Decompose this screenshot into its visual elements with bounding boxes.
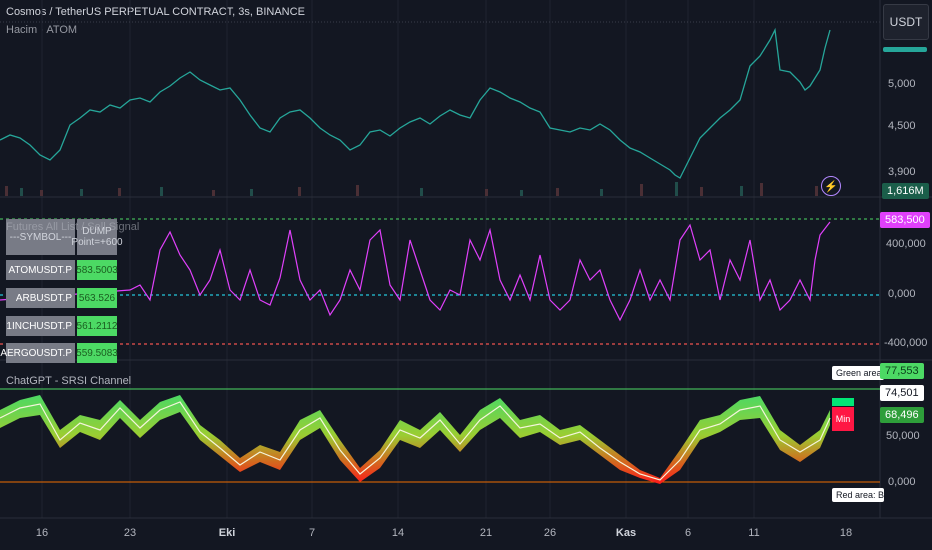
red-area-note: Red area: Buy xyxy=(832,488,884,502)
srsi-badge-value: 74,501 xyxy=(880,385,924,401)
oscillator-scale-label: -400,000 xyxy=(884,337,928,349)
x-axis-label: 6 xyxy=(684,527,692,539)
futures-panel-title[interactable]: Futures All List / Sell Signal xyxy=(6,221,140,233)
currency-button[interactable]: USDT xyxy=(883,4,929,40)
table-row[interactable]: ARBUSDT.P 563.526 xyxy=(6,288,117,308)
table-header-value: DUMP Point=+600 xyxy=(71,219,123,255)
currency-indicator xyxy=(883,47,927,52)
srsi-scale-label: 50,000 xyxy=(886,430,920,442)
row-value: 559.5083 xyxy=(76,343,118,363)
row-symbol: 1INCHUSDT.P xyxy=(6,316,75,336)
x-axis-label: 21 xyxy=(479,527,493,539)
table-row[interactable]: 1INCHUSDT.P 561.2112 xyxy=(6,316,117,336)
x-axis-label: 16 xyxy=(35,527,49,539)
table-header-symbol: ---SYMBOL--- xyxy=(6,219,75,255)
srsi-panel-title[interactable]: ChatGPT - SRSI Channel xyxy=(6,375,132,387)
row-symbol: ARBUSDT.P xyxy=(6,288,75,308)
row-symbol: ATOMUSDT.P xyxy=(6,260,75,280)
x-axis-label: Kas xyxy=(615,527,637,539)
oscillator-scale-label: 400,000 xyxy=(886,238,926,250)
table-row[interactable]: AERGOUSDT.P 559.5083 xyxy=(0,343,118,363)
row-symbol: AERGOUSDT.P xyxy=(0,343,75,363)
x-axis-label: Eki xyxy=(218,527,236,539)
min-marker: Min xyxy=(832,407,854,431)
green-area-note: Green area: Sell xyxy=(832,366,884,380)
srsi-scale-label: 0,000 xyxy=(888,476,916,488)
srsi-badge-upper: 77,553 xyxy=(880,363,924,379)
price-label: 4,500 xyxy=(888,120,916,132)
srsi-badge-basis: 68,496 xyxy=(880,407,924,423)
oscillator-scale-label: 0,000 xyxy=(888,288,916,300)
volume-badge: 1,616M xyxy=(882,183,929,199)
price-label: 5,000 xyxy=(888,78,916,90)
x-axis-label: 26 xyxy=(543,527,557,539)
oscillator-value-badge: 583,500 xyxy=(880,212,930,228)
row-value: 563.526 xyxy=(77,288,117,308)
x-axis-label: 11 xyxy=(748,527,760,539)
lightning-icon[interactable]: ⚡ xyxy=(821,176,841,196)
x-axis-label: 23 xyxy=(123,527,137,539)
table-row[interactable]: ATOMUSDT.P 583.5003 xyxy=(6,260,118,280)
price-label: 3,900 xyxy=(888,166,916,178)
row-value: 583.5003 xyxy=(76,260,118,280)
max-marker xyxy=(832,398,854,406)
x-axis-label: 7 xyxy=(308,527,316,539)
x-axis-label: 14 xyxy=(391,527,405,539)
row-value: 561.2112 xyxy=(77,316,117,336)
x-axis-label: 18 xyxy=(839,527,853,539)
chart-title[interactable]: Cosmos / TetherUS PERPETUAL CONTRACT, 3s… xyxy=(6,6,305,18)
